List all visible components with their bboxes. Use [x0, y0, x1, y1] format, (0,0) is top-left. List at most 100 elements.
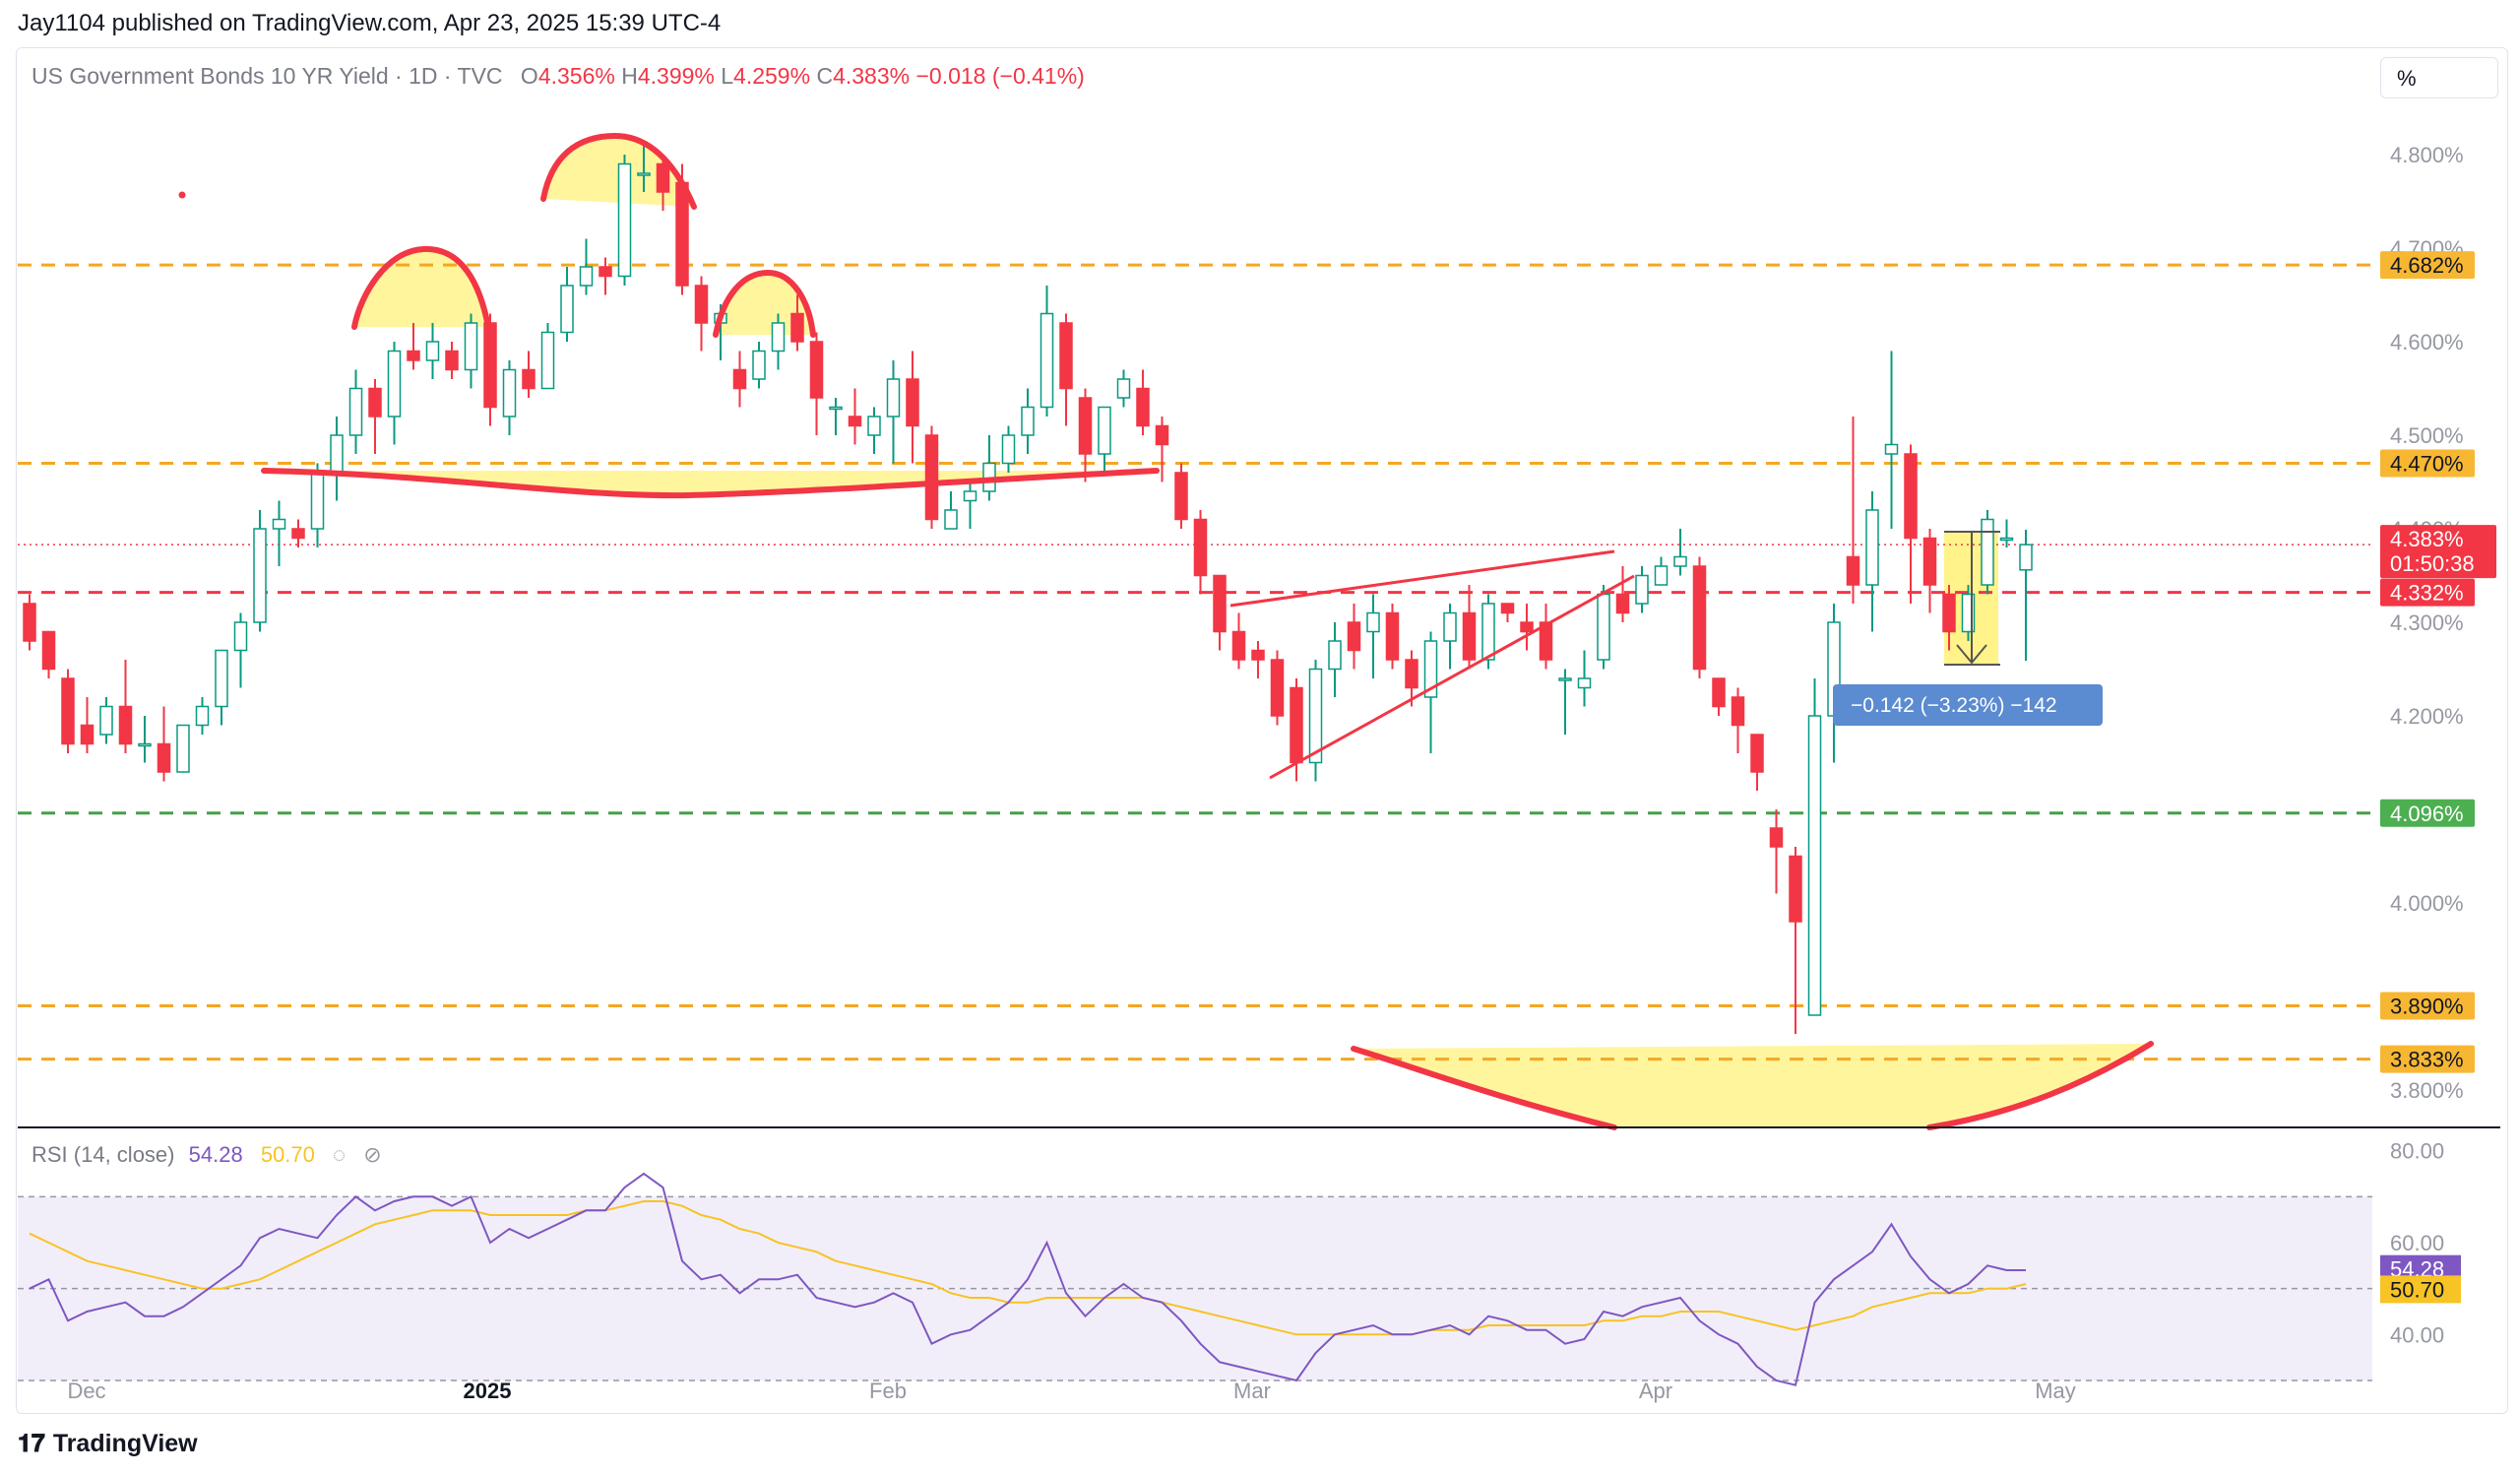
candle-body	[41, 630, 56, 671]
candle-body	[445, 350, 459, 371]
right-shoulder-arc	[713, 269, 816, 338]
candle-body	[1462, 611, 1477, 661]
symbol-legend: US Government Bonds 10 YR Yield · 1D · T…	[32, 63, 1085, 90]
symbol-name[interactable]: US Government Bonds 10 YR Yield · 1D · T…	[32, 63, 503, 89]
rsi-value: 54.28	[188, 1142, 243, 1167]
time-tick-label: Dec	[67, 1379, 105, 1403]
candle-body	[1750, 734, 1764, 773]
time-tick-label: Mar	[1233, 1379, 1271, 1403]
change-value: −0.018 (−0.41%)	[915, 63, 1085, 89]
candle-body	[387, 350, 402, 417]
candle-body	[1807, 715, 1822, 1016]
wedge-upper-line	[1229, 549, 1615, 608]
price-tick-label: 4.600%	[2390, 330, 2464, 354]
candle-body	[1098, 406, 1111, 455]
neckline-curve	[261, 468, 1160, 499]
candle-body	[1443, 611, 1457, 642]
candle-body	[752, 350, 766, 380]
candle-body	[522, 368, 536, 390]
price-tick-label: 4.000%	[2390, 891, 2464, 916]
candles	[23, 145, 2033, 1034]
candle-body	[963, 490, 977, 502]
arrow-head-icon	[1956, 644, 1987, 665]
low-value: 4.259%	[733, 63, 811, 89]
candle-body	[61, 677, 75, 745]
price-tick-label: 4.500%	[2390, 423, 2464, 448]
candle-body	[215, 649, 228, 708]
candle-body	[1942, 593, 1956, 633]
head-arc	[540, 132, 697, 210]
candle-body	[924, 434, 939, 521]
candle-body	[272, 518, 286, 530]
eye-icon[interactable]: ◌	[333, 1142, 346, 1167]
level-label: 4.332%	[2390, 581, 2464, 606]
candle-body	[1769, 827, 1784, 848]
level-label: 4.682%	[2390, 253, 2464, 278]
level-label: 4.470%	[2390, 452, 2464, 477]
candle-body	[1481, 603, 1495, 661]
candle-body	[1865, 509, 1879, 586]
candle-body	[1673, 555, 1687, 567]
candle-body	[848, 416, 862, 427]
candle-body	[195, 705, 210, 727]
candle-body	[1059, 322, 1073, 390]
candle-body	[867, 416, 881, 436]
left-shoulder-arc	[351, 245, 491, 330]
candle-body	[1251, 649, 1265, 661]
rsi-ma-tag	[2380, 1275, 2461, 1304]
candle-body	[829, 406, 843, 411]
publish-info: Jay1104 published on TradingView.com, Ap…	[18, 10, 722, 36]
candle-body	[771, 322, 786, 353]
candle-body	[1021, 406, 1035, 436]
close-label: C	[816, 63, 834, 89]
candle-body	[1615, 593, 1630, 614]
tradingview-brand: 𝟏𝟕 TradingView	[18, 1430, 198, 1458]
candle-body	[407, 350, 420, 361]
candle-body	[540, 331, 555, 390]
candle-body	[1884, 443, 1899, 455]
candle-body	[80, 724, 94, 745]
candle-body	[1981, 518, 1994, 586]
open-value: 4.356%	[537, 63, 615, 89]
rsi-line	[29, 1172, 2026, 1386]
candle-body	[502, 368, 517, 417]
percent-scale-button[interactable]: %	[2380, 57, 2498, 98]
candle-body	[1846, 555, 1860, 586]
candle-body	[1270, 659, 1285, 717]
rsi-legend[interactable]: RSI (14, close) 54.28 50.70 ◌ ⊘	[32, 1142, 382, 1168]
candle-body	[1213, 574, 1227, 633]
time-tick-label: May	[2035, 1379, 2076, 1403]
candle-body	[291, 528, 305, 540]
candle-body	[1231, 630, 1246, 661]
candle-body	[425, 341, 440, 361]
candle-body	[1405, 659, 1418, 689]
candle-body	[348, 387, 363, 436]
time-tick-label: Apr	[1639, 1379, 1672, 1403]
level-tag	[2380, 799, 2475, 827]
time-tick-label: Feb	[869, 1379, 907, 1403]
wedge-lower-line	[1269, 574, 1635, 780]
close-value: 4.383%	[833, 63, 911, 89]
candle-body	[1539, 621, 1553, 661]
measure-label-box	[1833, 684, 2103, 726]
candle-body	[656, 162, 670, 193]
annotation-strokes: −0.142 (−3.23%) −142	[178, 132, 2154, 1130]
candle-body	[1635, 574, 1649, 605]
price-tick-label: 4.200%	[2390, 704, 2464, 729]
rsi-label: RSI (14, close)	[32, 1142, 175, 1167]
candle-body	[1136, 387, 1150, 427]
tradingview-logo-icon: 𝟏𝟕	[18, 1430, 45, 1457]
hide-icon[interactable]: ⊘	[363, 1142, 382, 1167]
candle-body	[694, 285, 709, 324]
rsi-pane	[18, 1172, 2372, 1386]
candle-body	[560, 285, 574, 334]
candle-body	[617, 162, 632, 278]
open-label: O	[520, 63, 538, 89]
price-tick-label: 4.800%	[2390, 143, 2464, 167]
candle-body	[1308, 668, 1323, 764]
candle-body	[1328, 640, 1342, 671]
brand-text: TradingView	[52, 1430, 198, 1457]
candle-body	[310, 472, 325, 530]
candle-body	[1290, 686, 1303, 764]
